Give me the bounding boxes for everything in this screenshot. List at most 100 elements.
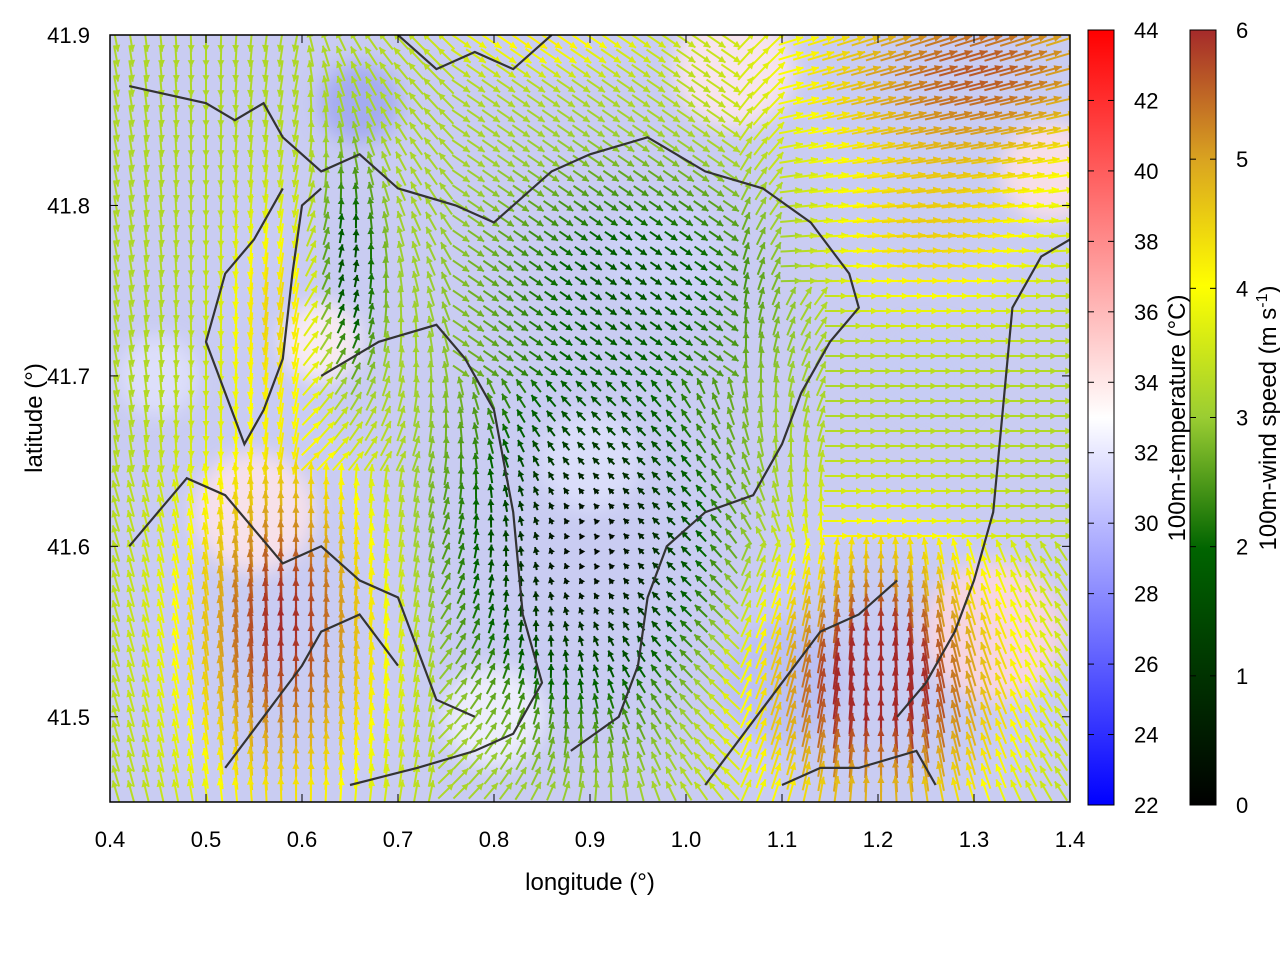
wind-arrow [694, 275, 708, 287]
wind-arrow [352, 182, 360, 200]
wind-arrow [382, 301, 390, 321]
wind-arrow [634, 215, 648, 227]
wind-arrow [800, 331, 812, 351]
wind-arrow [836, 35, 866, 47]
wind-arrow [661, 124, 681, 138]
wind-arrow [708, 275, 724, 287]
wind-arrow [836, 80, 866, 91]
wind-arrow [587, 154, 605, 168]
wind-arrow [645, 48, 667, 64]
wind-arrow [352, 318, 360, 334]
wind-arrow [588, 185, 604, 197]
wind-arrow [723, 260, 739, 272]
wind-arrow [648, 215, 664, 227]
wind-arrow [367, 227, 375, 245]
wind-arrow [778, 66, 804, 76]
wind-arrow [708, 245, 724, 257]
wind-arrow [1049, 307, 1070, 315]
wind-arrow [466, 109, 486, 123]
wind-arrow [441, 286, 451, 306]
wind-arrow [722, 364, 740, 378]
colorbar-tick-label: 2 [1236, 535, 1248, 560]
wind-arrow [382, 241, 390, 261]
wind-arrow [467, 304, 485, 318]
wind-arrow [496, 94, 516, 108]
wind-arrow [543, 215, 559, 227]
wind-arrow [604, 321, 618, 331]
wind-arrow [495, 48, 517, 64]
colorbar-tick-label: 6 [1236, 18, 1248, 43]
wind-arrow [999, 65, 1033, 77]
wind-arrow [649, 276, 663, 286]
wind-arrow [541, 94, 561, 108]
wind-arrow [661, 48, 681, 64]
wind-arrow [770, 241, 782, 261]
wind-arrow [364, 46, 378, 66]
wind-arrow [302, 345, 320, 367]
wind-arrow [722, 350, 740, 362]
wind-arrow [634, 351, 648, 361]
wind-arrow [589, 306, 603, 316]
wind-arrow [530, 394, 542, 408]
wind-arrow [559, 245, 573, 257]
wind-arrow [510, 35, 533, 50]
wind-arrow [586, 109, 606, 123]
wind-arrow [528, 230, 544, 242]
wind-arrow [466, 78, 486, 94]
x-tick-label: 1.1 [767, 827, 798, 852]
wind-arrow [632, 169, 650, 183]
wind-arrow [616, 94, 636, 108]
wind-arrow [645, 35, 667, 49]
wind-arrow [452, 214, 470, 228]
wind-arrow [530, 379, 542, 393]
wind-arrow [574, 336, 588, 346]
wind-arrow [604, 261, 618, 271]
wind-arrow [770, 256, 782, 276]
wind-arrow [424, 196, 438, 216]
wind-arrow [619, 321, 633, 331]
wind-arrow [969, 110, 1003, 121]
wind-arrow [664, 321, 678, 331]
wind-arrow [738, 121, 754, 141]
wind-arrow [737, 46, 755, 66]
wind-arrow [880, 65, 912, 77]
wind-arrow [787, 375, 796, 397]
wind-arrow [632, 139, 650, 153]
wind-arrow [752, 121, 770, 141]
wind-arrow [821, 80, 851, 91]
wind-arrow [557, 139, 575, 153]
wind-arrow [452, 334, 470, 348]
wind-arrow [649, 350, 663, 362]
wind-arrow [720, 93, 742, 109]
wind-arrow [321, 272, 331, 290]
wind-arrow [396, 195, 406, 217]
wind-arrow [924, 110, 958, 121]
wind-arrow [528, 350, 544, 362]
y-tick-label: 41.5 [47, 705, 90, 730]
wind-arrow [526, 94, 546, 108]
wind-arrow [471, 391, 480, 411]
wind-arrow [303, 315, 319, 337]
wind-arrow [302, 375, 320, 397]
wind-arrow [604, 291, 618, 301]
wind-arrow [678, 215, 694, 227]
wind-arrow [708, 260, 724, 272]
wind-arrow [793, 126, 819, 135]
wind-arrow [574, 245, 588, 257]
wind-arrow [616, 124, 636, 138]
wind-arrow [396, 210, 406, 232]
colorbar-tick-label: 32 [1134, 441, 1158, 466]
wind-arrow [544, 290, 558, 302]
wind-arrow [787, 360, 796, 382]
wind-arrow [440, 241, 452, 261]
wind-arrow [560, 380, 572, 392]
wind-arrow [954, 49, 988, 62]
wind-arrow [590, 380, 602, 392]
wind-arrow [426, 285, 435, 307]
wind-arrow [708, 350, 724, 362]
wind-arrow [742, 287, 750, 305]
wind-arrow [939, 110, 973, 121]
wind-arrow [650, 379, 662, 393]
wind-arrow [723, 245, 739, 257]
wind-arrow [615, 35, 637, 49]
